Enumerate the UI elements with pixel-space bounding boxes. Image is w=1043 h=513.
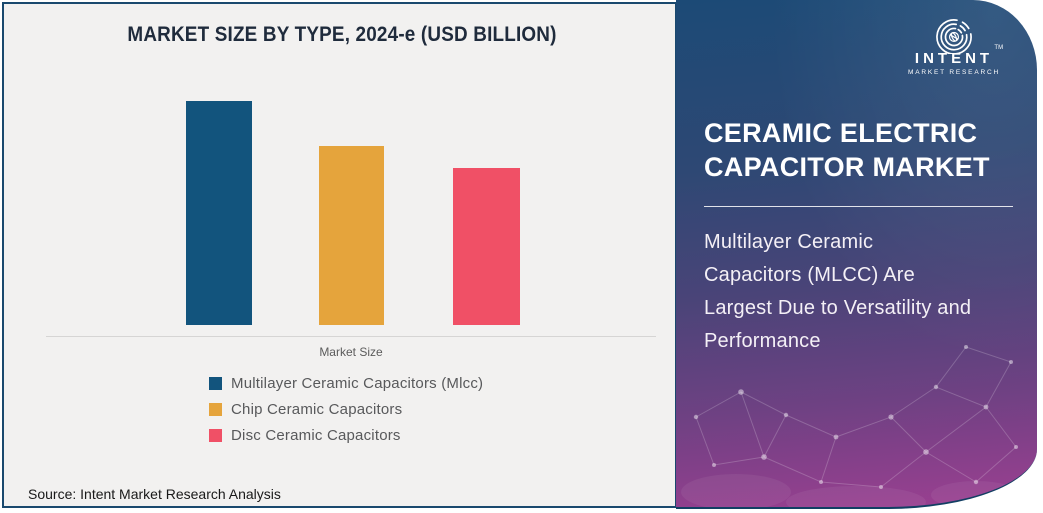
x-axis-line (46, 336, 656, 337)
legend-item-mlcc: Multilayer Ceramic Capacitors (Mlcc) (209, 370, 483, 396)
legend-item-chip: Chip Ceramic Capacitors (209, 396, 483, 422)
legend-label-chip: Chip Ceramic Capacitors (231, 400, 403, 418)
key-insight-line-2: Capacitors (MLCC) Are (704, 264, 915, 286)
legend-swatch-disc (209, 428, 222, 442)
chart-legend: Multilayer Ceramic Capacitors (Mlcc) Chi… (209, 370, 483, 448)
bar-chip-ceramic-capacitors (319, 146, 384, 325)
legend-label-mlcc: Multilayer Ceramic Capacitors (Mlcc) (231, 374, 484, 392)
legend-swatch-mlcc (209, 376, 222, 390)
brand-tagline: MARKET RESEARCH (908, 69, 1000, 76)
brand-name-row: INTENT TM (914, 45, 1003, 68)
source-note: Source: Intent Market Research Analysis (28, 486, 281, 502)
brand-name: INTENT (914, 50, 994, 67)
key-insight-line-4: Performance (704, 330, 821, 352)
info-panel: INTENT TM MARKET RESEARCH CERAMIC ELECTR… (676, 0, 1037, 509)
brand-logo: INTENT TM MARKET RESEARCH (895, 8, 1013, 76)
report-title-line-1: CERAMIC ELECTRIC (704, 118, 978, 148)
radar-globe-logo-icon (936, 19, 972, 54)
legend-item-disc: Disc Ceramic Capacitors (209, 422, 483, 448)
chart-title: MARKET SIZE BY TYPE, 2024-e (USD BILLION… (127, 23, 557, 46)
legend-swatch-chip (209, 402, 222, 416)
chart-panel: MARKET SIZE BY TYPE, 2024-e (USD BILLION… (2, 2, 677, 508)
key-insight-text: Multilayer Ceramic Capacitors (MLCC) Are… (704, 226, 1019, 358)
key-insight-line-3: Largest Due to Versatility and (704, 297, 972, 319)
trademark-symbol: TM (994, 45, 1004, 51)
bar-multilayer-ceramic-capacitors (186, 101, 252, 325)
key-insight-line-1: Multilayer Ceramic (704, 231, 874, 253)
bar-disc-ceramic-capacitors (453, 168, 520, 325)
x-axis-label: Market Size (319, 345, 383, 359)
legend-label-disc: Disc Ceramic Capacitors (231, 426, 401, 444)
report-title-line-2: CAPACITOR MARKET (704, 152, 990, 182)
divider-line (704, 206, 1013, 207)
report-title: CERAMIC ELECTRIC CAPACITOR MARKET (704, 116, 1019, 184)
